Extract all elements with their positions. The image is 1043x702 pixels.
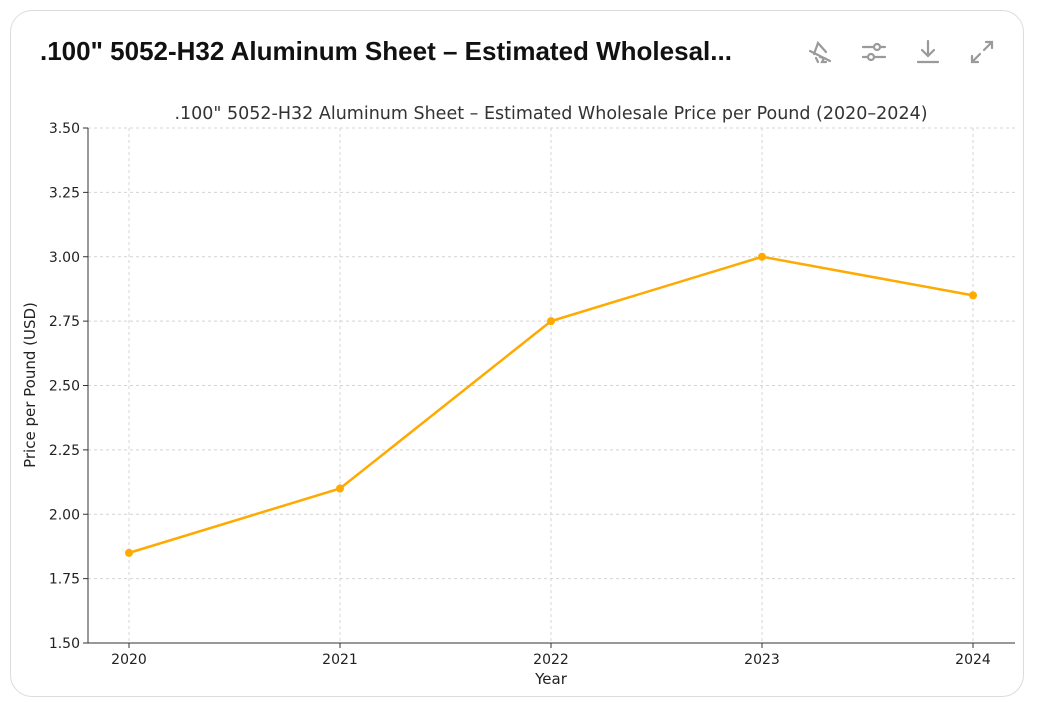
download-icon[interactable] xyxy=(914,38,942,66)
interactive-chart-off-icon[interactable] xyxy=(806,38,834,66)
y-tick-label: 2.25 xyxy=(49,443,80,459)
card-title: .100" 5052-H32 Aluminum Sheet – Estimate… xyxy=(40,36,732,66)
y-tick-label: 2.50 xyxy=(49,379,80,395)
y-tick-label: 2.00 xyxy=(49,507,80,523)
y-tick-label: 3.25 xyxy=(49,185,80,201)
x-axis-label: Year xyxy=(534,670,568,688)
data-point xyxy=(125,548,133,557)
data-point xyxy=(969,291,977,300)
x-tick-label: 2022 xyxy=(533,652,569,668)
y-tick-label: 1.50 xyxy=(49,636,80,652)
chart-card xyxy=(10,10,1024,697)
data-point xyxy=(758,252,766,261)
x-tick-label: 2024 xyxy=(955,652,991,668)
grid xyxy=(88,127,1015,644)
toolbar xyxy=(806,38,996,66)
x-tick-label: 2023 xyxy=(744,652,780,668)
expand-icon[interactable] xyxy=(968,38,996,66)
chart-title: .100" 5052-H32 Aluminum Sheet – Estimate… xyxy=(174,104,927,124)
y-tick-label: 3.50 xyxy=(49,121,80,137)
sliders-icon[interactable] xyxy=(860,38,888,66)
x-tick-label: 2021 xyxy=(322,652,358,668)
axes: 1.50 1.75 2.00 2.25 2.50 2.75 3.00 3.25 3.50 2020… xyxy=(49,121,1015,668)
data-point xyxy=(547,317,555,326)
y-tick-label: 3.00 xyxy=(49,250,80,266)
data-point xyxy=(336,484,344,493)
y-tick-label: 1.75 xyxy=(49,572,80,588)
y-axis-label: Price per Pound (USD) xyxy=(21,302,39,468)
series xyxy=(125,252,977,557)
x-tick-label: 2020 xyxy=(111,652,147,668)
y-tick-label: 2.75 xyxy=(49,314,80,330)
